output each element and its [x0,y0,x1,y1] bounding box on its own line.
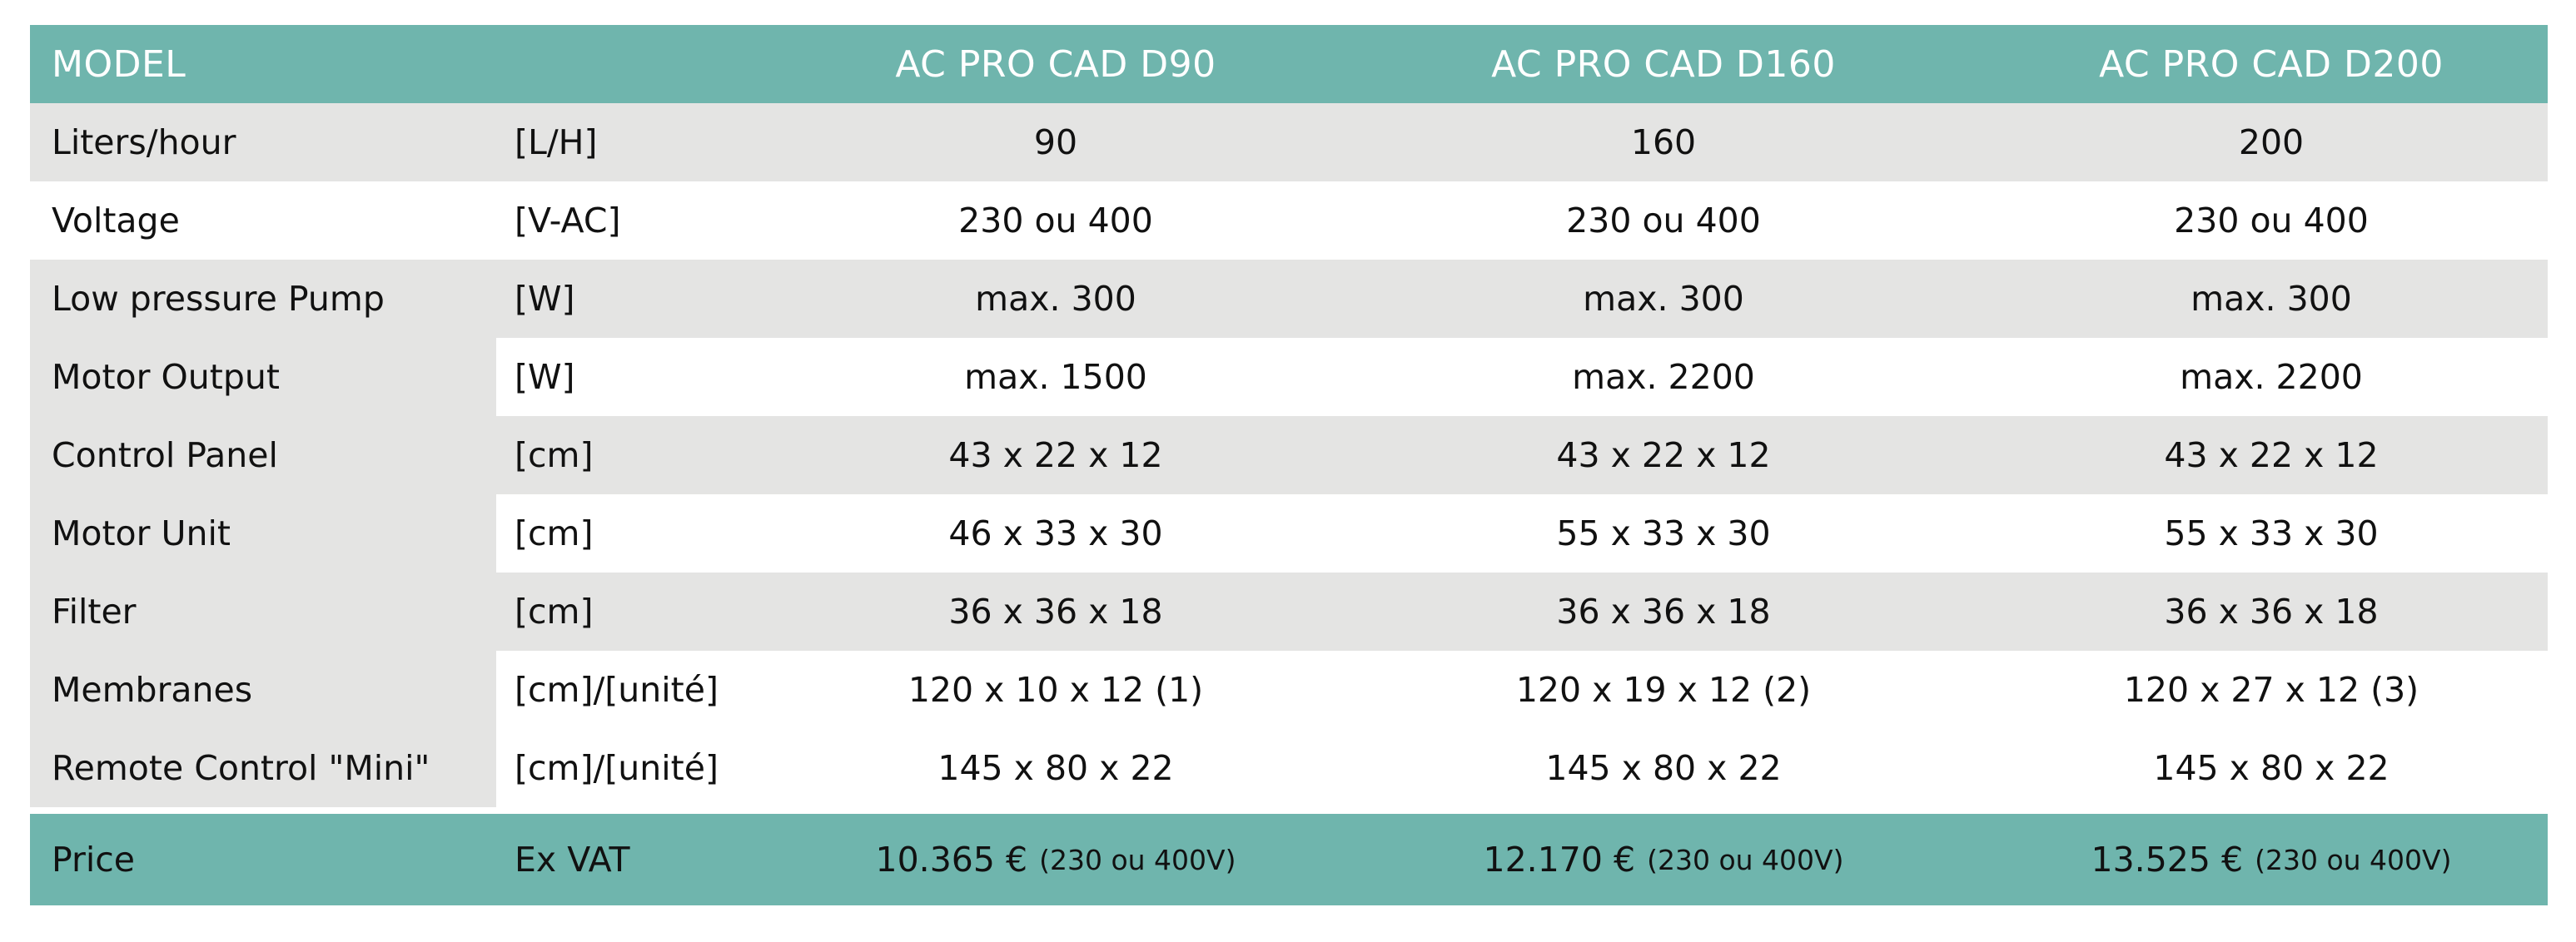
row-value-d200: 36 x 36 x 18 [2164,592,2379,632]
row-value-d160: 36 x 36 x 18 [1556,592,1771,632]
row-unit: [cm]/[unité] [515,670,719,710]
price-label: Price [52,840,136,880]
model-name-d200: AC PRO CAD D200 [2099,42,2444,86]
row-label: Voltage [52,201,180,240]
table-header-row: MODEL AC PRO CAD D90 AC PRO CAD D160 AC … [30,25,2548,103]
row-unit: [cm] [515,513,594,553]
table-row: Motor Unit [cm] 46 x 33 x 30 55 x 33 x 3… [30,494,2548,573]
row-value-d200: 120 x 27 x 12 (3) [2123,670,2419,710]
row-value-d90: 145 x 80 x 22 [937,748,1174,788]
table-row: Motor Output [W] max. 1500 max. 2200 max… [30,338,2548,416]
price-note: (230 ou 400V) [1039,843,1236,876]
table-row: Membranes [cm]/[unité] 120 x 10 x 12 (1)… [30,651,2548,729]
spec-table: MODEL AC PRO CAD D90 AC PRO CAD D160 AC … [30,25,2548,905]
row-unit: [cm] [515,435,594,475]
row-value-d90: 36 x 36 x 18 [948,592,1163,632]
row-label: Membranes [30,651,496,729]
row-unit: [L/H] [515,122,598,162]
row-value-d160: 160 [1630,122,1697,162]
price-d90: 10.365 € (230 ou 400V) [769,814,1342,905]
row-value-d90: 120 x 10 x 12 (1) [908,670,1204,710]
row-value-d200: max. 300 [2191,279,2352,319]
model-header: MODEL [52,42,186,86]
row-value-d160: max. 300 [1583,279,1744,319]
row-value-d200: 145 x 80 x 22 [2153,748,2390,788]
row-label: Liters/hour [52,122,236,162]
row-value-d200: 55 x 33 x 30 [2164,513,2379,553]
table-row: Voltage [V-AC] 230 ou 400 230 ou 400 230… [30,181,2548,260]
row-value-d200: 200 [2238,122,2305,162]
row-value-d90: max. 1500 [964,357,1147,397]
price-d200: 13.525 € (230 ou 400V) [1985,814,2558,905]
row-label: Control Panel [52,435,278,475]
row-unit: [cm] [515,592,594,632]
row-value-d200: 43 x 22 x 12 [2164,435,2379,475]
row-value-d90: max. 300 [975,279,1136,319]
row-value-d90: 230 ou 400 [958,201,1153,240]
price-note: (230 ou 400V) [2255,843,2452,876]
row-value-d90: 46 x 33 x 30 [948,513,1163,553]
row-value-d160: 145 x 80 x 22 [1545,748,1782,788]
model-name-d90: AC PRO CAD D90 [895,42,1216,86]
row-value-d90: 90 [1033,122,1078,162]
row-value-d200: max. 2200 [2180,357,2363,397]
model-name-d160: AC PRO CAD D160 [1491,42,1836,86]
row-unit: [W] [515,279,575,319]
price-amount: 10.365 € [875,840,1028,880]
table-row: Low pressure Pump [W] max. 300 max. 300 … [30,260,2548,338]
row-value-d160: 120 x 19 x 12 (2) [1515,670,1812,710]
price-unit: Ex VAT [515,840,630,880]
table-row: Liters/hour [L/H] 90 160 200 [30,103,2548,181]
row-value-d90: 43 x 22 x 12 [948,435,1163,475]
row-label: Low pressure Pump [52,279,385,319]
row-unit: [W] [515,357,575,397]
price-note: (230 ou 400V) [1647,843,1844,876]
row-value-d200: 230 ou 400 [2174,201,2369,240]
table-row: Remote Control "Mini" [cm]/[unité] 145 x… [30,729,2548,807]
row-unit: [V-AC] [515,201,621,240]
price-amount: 12.170 € [1483,840,1636,880]
row-value-d160: 43 x 22 x 12 [1556,435,1771,475]
row-label: Motor Unit [30,494,496,573]
row-label: Motor Output [30,338,496,416]
price-d160: 12.170 € (230 ou 400V) [1377,814,1950,905]
price-row: Price Ex VAT 10.365 € (230 ou 400V) 12.1… [30,814,2548,905]
price-amount: 13.525 € [2091,840,2244,880]
row-value-d160: max. 2200 [1572,357,1755,397]
row-value-d160: 55 x 33 x 30 [1556,513,1771,553]
table-row: Control Panel [cm] 43 x 22 x 12 43 x 22 … [30,416,2548,494]
row-unit: [cm]/[unité] [515,748,719,788]
row-label: Filter [52,592,137,632]
row-value-d160: 230 ou 400 [1566,201,1761,240]
row-label: Remote Control "Mini" [30,729,496,807]
table-row: Filter [cm] 36 x 36 x 18 36 x 36 x 18 36… [30,573,2548,651]
